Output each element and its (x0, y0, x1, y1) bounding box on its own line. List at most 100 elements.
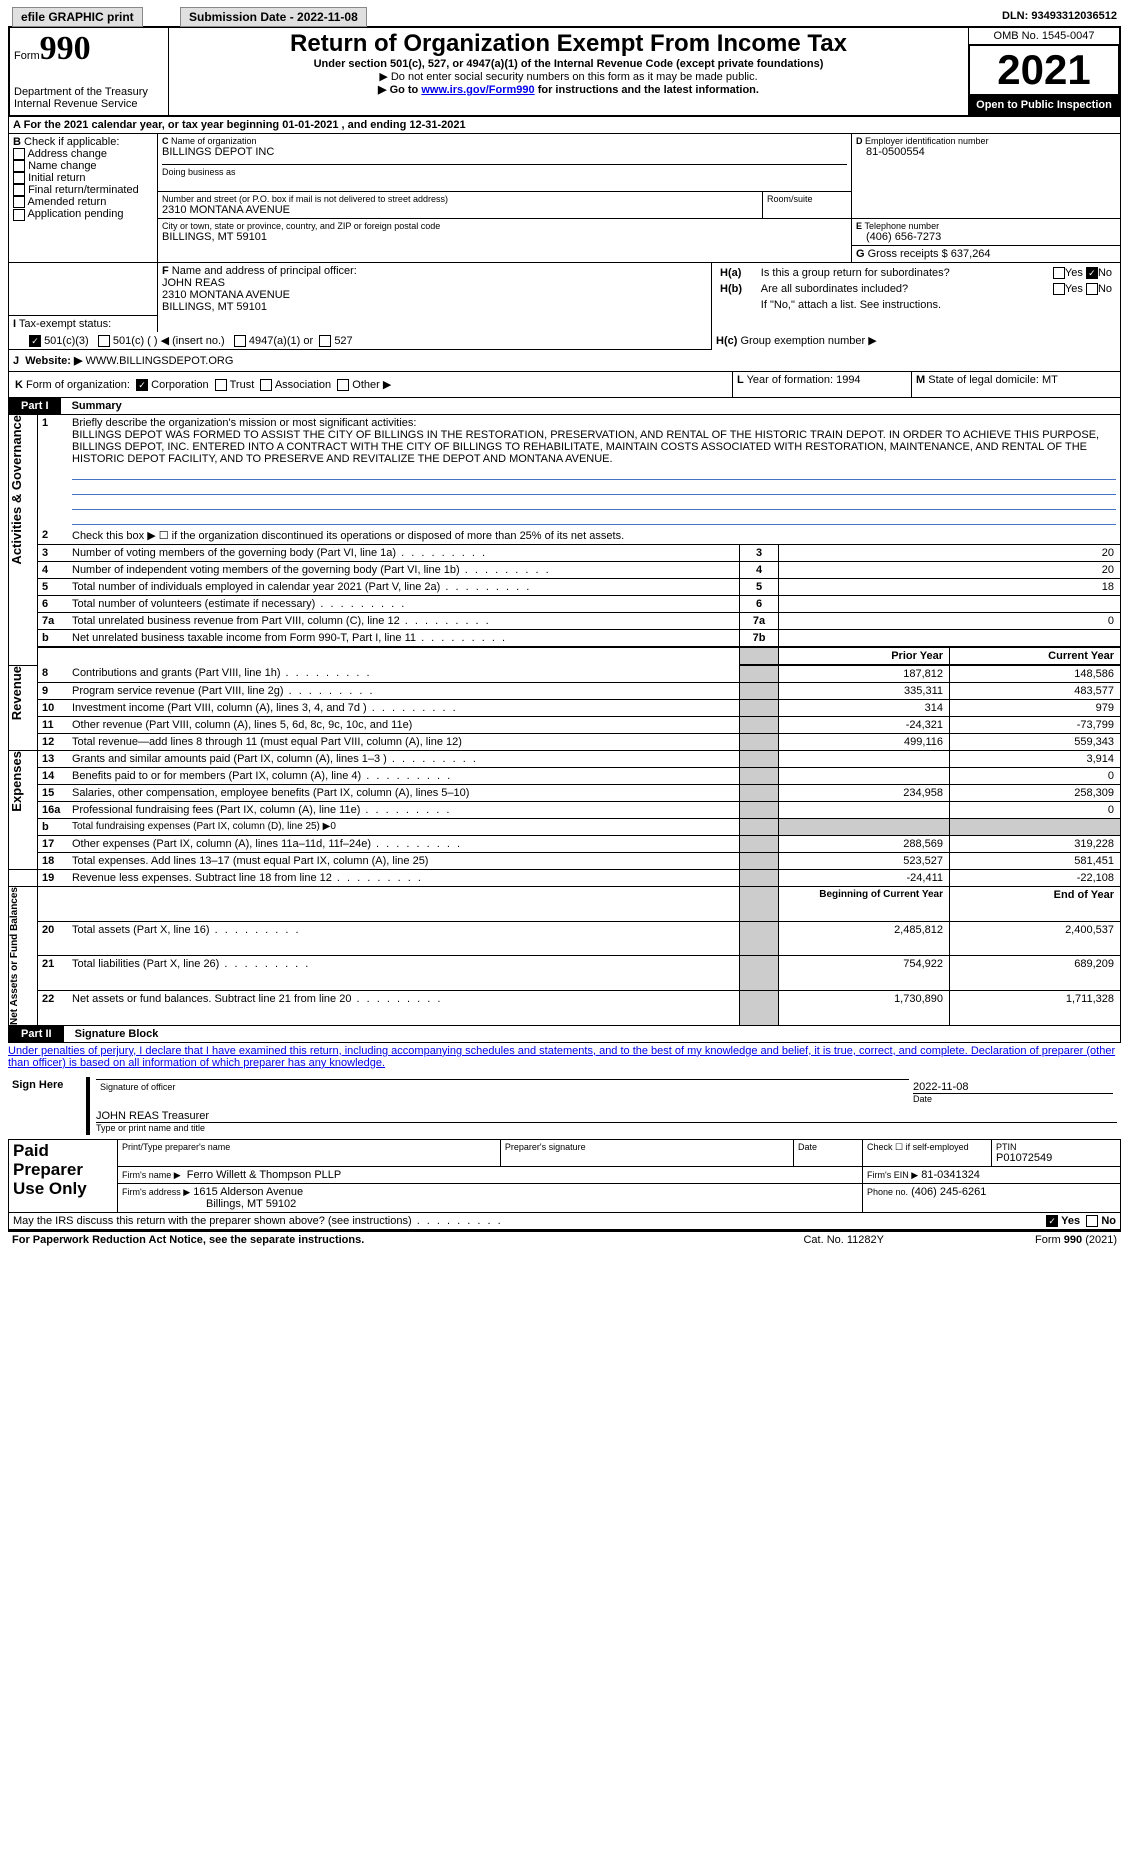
yes-label2: Yes (1065, 283, 1083, 295)
may-irs-text: May the IRS discuss this return with the… (13, 1215, 412, 1227)
i-label: Tax-exempt status: (19, 318, 111, 330)
line-a-tax-year: A For the 2021 calendar year, or tax yea… (8, 117, 1121, 134)
l16a-current: 0 (950, 801, 1121, 818)
501c-label: 501(c) ( ) ◀ (insert no.) (113, 335, 225, 347)
527-checkbox[interactable] (319, 335, 331, 347)
l1-label: Briefly describe the organization's miss… (72, 417, 416, 429)
part2-header: Part II Signature Block (8, 1026, 1121, 1043)
dept-treasury: Department of the Treasury (14, 86, 164, 98)
may-irs-no-checkbox[interactable] (1086, 1215, 1098, 1227)
paid-preparer-label: Paid Preparer Use Only (9, 1140, 118, 1213)
501c3-label: 501(c)(3) (44, 335, 89, 347)
l11-text: Other revenue (Part VIII, column (A), li… (72, 719, 412, 731)
omb-number: OMB No. 1545-0047 (969, 28, 1119, 45)
end-year-header: End of Year (950, 886, 1121, 921)
trust-checkbox[interactable] (215, 379, 227, 391)
yes-label: Yes (1065, 267, 1083, 279)
goto-pre: ▶ Go to (378, 84, 421, 96)
hb-no-checkbox[interactable] (1086, 283, 1098, 295)
section-net-label: Net Assets or Fund Balances (9, 887, 20, 1025)
blue-rule (72, 510, 1116, 525)
declaration-link[interactable]: Under penalties of perjury, I declare th… (8, 1045, 1115, 1069)
l5-text: Total number of individuals employed in … (72, 581, 440, 593)
may-irs-yes-checkbox[interactable] (1046, 1215, 1058, 1227)
corp-checkbox[interactable] (136, 379, 148, 391)
l22-text: Net assets or fund balances. Subtract li… (72, 993, 351, 1005)
officer-addr1: 2310 MONTANA AVENUE (162, 289, 707, 301)
self-employed-label: Check ☐ if self-employed (863, 1140, 992, 1167)
l7a-text: Total unrelated business revenue from Pa… (72, 615, 400, 627)
submission-date-button[interactable]: Submission Date - 2022-11-08 (180, 7, 367, 27)
ein-value: 81-0500554 (856, 146, 1116, 158)
form-subtitle: Under section 501(c), 527, or 4947(a)(1)… (173, 58, 964, 70)
section-activities-label: Activities & Governance (9, 415, 24, 565)
hb-yes-checkbox[interactable] (1053, 283, 1065, 295)
l3-value: 20 (779, 544, 1121, 561)
l16a-text: Professional fundraising fees (Part IX, … (72, 804, 360, 816)
prep-name-label: Print/Type preparer's name (118, 1140, 501, 1167)
part1-header: Part I Summary (8, 398, 1121, 415)
l15-text: Salaries, other compensation, employee b… (72, 787, 469, 799)
firm-phone-label: Phone no. (867, 1187, 908, 1197)
l17-text: Other expenses (Part IX, column (A), lin… (72, 838, 371, 850)
beg-year-header: Beginning of Current Year (779, 886, 950, 921)
l13-prior (779, 750, 950, 767)
prior-year-header: Prior Year (779, 647, 950, 665)
part1-title: Summary (64, 400, 122, 412)
l13-text: Grants and similar amounts paid (Part IX… (72, 753, 387, 765)
l12-prior: 499,116 (779, 733, 950, 750)
l8-text: Contributions and grants (Part VIII, lin… (72, 667, 281, 679)
paid-preparer-block: Paid Preparer Use Only Print/Type prepar… (8, 1139, 1121, 1213)
part2-title: Signature Block (67, 1028, 159, 1040)
section-expenses-label: Expenses (9, 751, 24, 812)
addr-change-checkbox[interactable] (13, 148, 25, 160)
firm-addr-label: Firm's address ▶ (122, 1187, 190, 1197)
current-year-header: Current Year (950, 647, 1121, 665)
footer: For Paperwork Reduction Act Notice, see … (8, 1230, 1121, 1248)
ha-no-checkbox[interactable] (1086, 267, 1098, 279)
501c-checkbox[interactable] (98, 335, 110, 347)
efile-print-button[interactable]: efile GRAPHIC print (12, 7, 143, 27)
l8-prior: 187,812 (779, 665, 950, 682)
app-pending-checkbox[interactable] (13, 209, 25, 221)
sig-officer-label: Signature of officer (96, 1079, 909, 1106)
l20-beg: 2,485,812 (779, 921, 950, 956)
assoc-label: Association (275, 379, 331, 391)
other-checkbox[interactable] (337, 379, 349, 391)
l12-current: 559,343 (950, 733, 1121, 750)
corp-label: Corporation (151, 379, 208, 391)
initial-return-checkbox[interactable] (13, 172, 25, 184)
l18-text: Total expenses. Add lines 13–17 (must eq… (72, 855, 428, 867)
name-change-checkbox[interactable] (13, 160, 25, 172)
527-label: 527 (334, 335, 352, 347)
part1-label: Part I (9, 398, 61, 414)
l20-end: 2,400,537 (950, 921, 1121, 956)
form-number: 990 (40, 30, 91, 67)
501c3-checkbox[interactable] (29, 335, 41, 347)
l-label: Year of formation: (747, 374, 833, 386)
irs-link[interactable]: www.irs.gov/Form990 (421, 84, 534, 96)
assoc-checkbox[interactable] (260, 379, 272, 391)
l10-current: 979 (950, 699, 1121, 716)
l8-current: 148,586 (950, 665, 1121, 682)
4947-checkbox[interactable] (234, 335, 246, 347)
l15-current: 258,309 (950, 784, 1121, 801)
form-word: Form (14, 50, 40, 62)
ha-yes-checkbox[interactable] (1053, 267, 1065, 279)
final-return-checkbox[interactable] (13, 184, 25, 196)
initial-return-label: Initial return (28, 172, 85, 184)
l11-prior: -24,321 (779, 716, 950, 733)
may-no-label: No (1101, 1215, 1116, 1227)
l11-current: -73,799 (950, 716, 1121, 733)
firm-phone: (406) 245-6261 (911, 1186, 986, 1198)
paperwork-notice: For Paperwork Reduction Act Notice, see … (8, 1231, 752, 1248)
l7b-text: Net unrelated business taxable income fr… (72, 632, 416, 644)
sig-date-value: 2022-11-08 (913, 1081, 1113, 1093)
amended-checkbox[interactable] (13, 196, 25, 208)
4947-label: 4947(a)(1) or (249, 335, 313, 347)
summary-table: Activities & Governance 1 Briefly descri… (8, 415, 1121, 1026)
final-return-label: Final return/terminated (28, 184, 139, 196)
phone-value: (406) 656-7273 (856, 231, 1116, 243)
app-pending-label: Application pending (27, 208, 123, 220)
l7b-value (779, 629, 1121, 647)
